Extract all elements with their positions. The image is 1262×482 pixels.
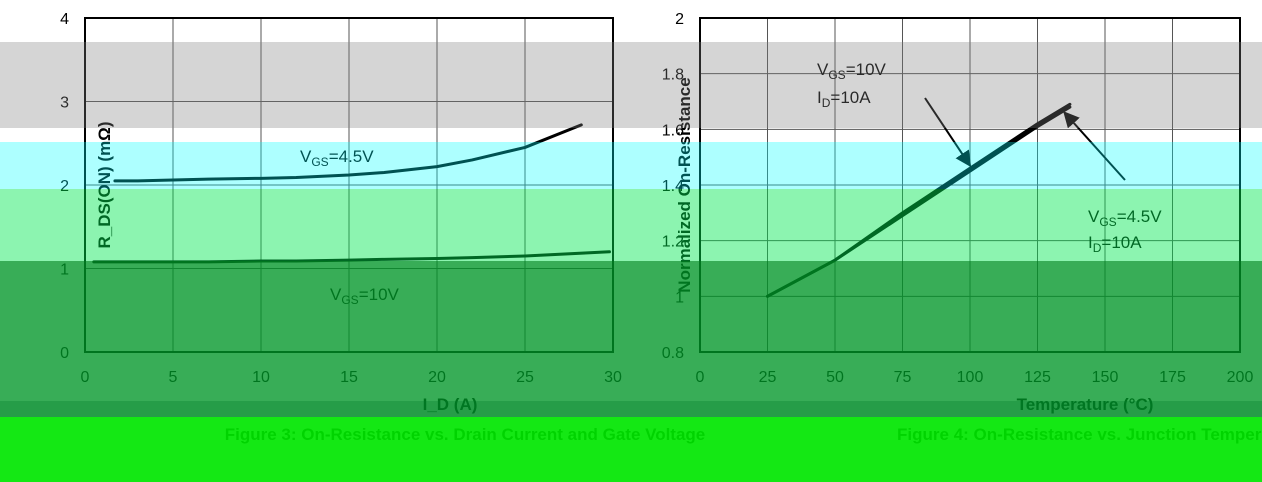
arrow-vgs-10v	[924, 97, 972, 168]
y-axis-label: R_DS(ON) (mΩ)	[95, 122, 114, 249]
y-tick-label: 0	[60, 345, 69, 362]
series-line-1	[113, 123, 583, 183]
y-axis-label: Normalized On-Resistance	[675, 77, 694, 292]
annotation-id-10a-2: ID=10A	[1088, 233, 1142, 255]
y-tick-label: 2	[60, 178, 69, 195]
annotation-vgs-4-5v: VGS=4.5V	[300, 147, 374, 169]
x-axis-label: I_D (A)	[423, 395, 478, 414]
x-tick-label: 75	[894, 369, 912, 386]
y-tick-label: 1.4	[662, 178, 684, 195]
x-axis-label: Temperature (°C)	[1017, 395, 1154, 414]
x-tick-label: 20	[428, 369, 446, 386]
y-tick-label: 3	[60, 95, 69, 112]
y-tick-label: 1	[60, 262, 69, 279]
y-tick-label: 1.8	[662, 67, 684, 84]
x-tick-label: 30	[604, 369, 622, 386]
figure-caption: Figure 4: On-Resistance vs. Junction Tem…	[897, 425, 1262, 444]
series-line-1	[766, 102, 1072, 298]
x-tick-label: 175	[1159, 369, 1186, 386]
arrow-vgs-4-5v	[1063, 111, 1126, 181]
annotation-vgs-10v: VGS=10V	[817, 60, 887, 82]
figure-caption: Figure 3: On-Resistance vs. Drain Curren…	[225, 425, 706, 444]
x-tick-label: 125	[1024, 369, 1051, 386]
x-tick-label: 50	[826, 369, 844, 386]
x-tick-label: 0	[696, 369, 705, 386]
y-tick-label: 1.6	[662, 122, 684, 139]
y-tick-label: 1.2	[662, 234, 684, 251]
y-tick-label: 0.8	[662, 345, 684, 362]
x-tick-label: 150	[1092, 369, 1119, 386]
y-tick-label: 2	[675, 11, 684, 28]
chart-on-resistance-vs-temperature: 0 25 50 75 100 125 150 175 2000.811.21.41.61.82T…	[662, 11, 1262, 444]
x-tick-label: 25	[759, 369, 777, 386]
x-tick-label: 0	[81, 369, 90, 386]
series-line-2	[92, 250, 611, 264]
x-tick-label: 25	[516, 369, 534, 386]
annotation-vgs-4-5v: VGS=4.5V	[1088, 207, 1162, 229]
x-tick-label: 200	[1227, 369, 1254, 386]
x-tick-label: 100	[957, 369, 984, 386]
y-tick-label: 4	[60, 11, 69, 28]
x-tick-label: 15	[340, 369, 358, 386]
annotation-vgs-10v: VGS=10V	[330, 285, 400, 307]
annotation-id-10a: ID=10A	[817, 88, 871, 110]
x-tick-label: 5	[169, 369, 178, 386]
x-tick-label: 10	[252, 369, 270, 386]
